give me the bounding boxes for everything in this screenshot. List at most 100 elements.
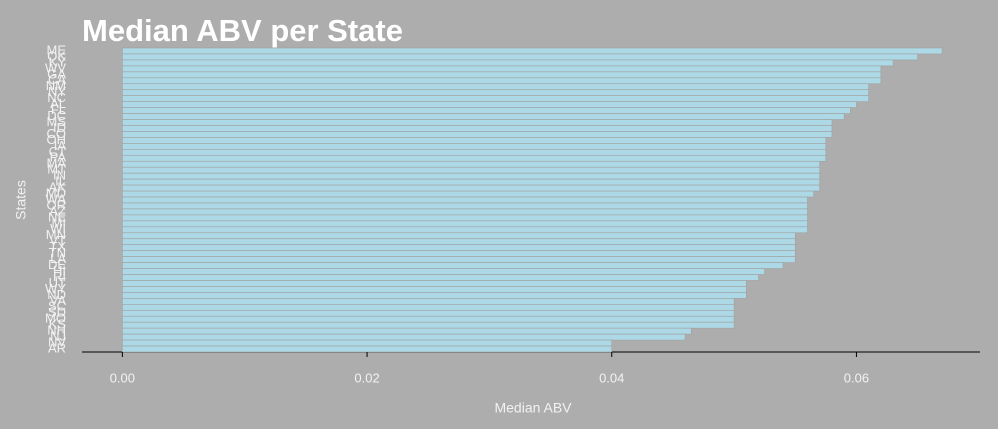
bar [122, 286, 747, 293]
bar [122, 208, 808, 216]
y-tick-label: VA [50, 293, 67, 308]
y-tick-label: UT [49, 275, 66, 290]
y-tick-label: NY [48, 84, 66, 99]
y-tick-label: TX [49, 239, 66, 254]
x-tick-label: 0.00 [110, 370, 135, 385]
bar [122, 149, 827, 156]
y-tick-label: MS [47, 114, 67, 129]
bar [122, 250, 796, 257]
y-tick-label: RI [53, 269, 66, 284]
bar [122, 226, 808, 234]
y-tick-label: SC [48, 299, 66, 314]
bar [122, 154, 827, 162]
y-tick-label: NE [48, 209, 66, 224]
bar [122, 178, 821, 186]
y-tick-label: OR [47, 197, 67, 212]
y-tick-label: AR [48, 340, 66, 355]
bar [122, 280, 747, 287]
bar [122, 101, 857, 108]
bar [122, 71, 882, 79]
y-tick-label: IA [54, 138, 67, 153]
y-tick-label: NH [47, 323, 66, 338]
bar [122, 59, 894, 67]
y-tick-label: SD [48, 305, 66, 320]
y-tick-label: WA [46, 191, 67, 206]
y-tick-label: MA [47, 156, 67, 171]
y-tick-label: ND [47, 287, 66, 302]
bar [122, 131, 833, 138]
bar [122, 333, 686, 341]
y-tick-label: DC [47, 108, 66, 123]
y-tick-label: CO [47, 126, 67, 141]
bar [122, 89, 869, 96]
y-tick-label: PA [50, 150, 67, 165]
bar [122, 202, 808, 210]
bar [122, 119, 833, 126]
x-tick-label: 0.06 [844, 370, 869, 385]
bar [122, 53, 918, 61]
y-tick-label: NM [46, 78, 66, 93]
bar [122, 113, 845, 120]
bar [122, 244, 796, 251]
bar [122, 184, 821, 192]
bar [122, 321, 735, 329]
bar [122, 143, 827, 150]
y-tick-label: NC [47, 90, 66, 105]
y-tick-label: MT [47, 162, 66, 177]
y-tick-label: MI [52, 215, 66, 230]
y-tick-label: ID [53, 120, 66, 135]
bar [122, 274, 759, 281]
y-tick-label: AK [49, 180, 67, 195]
y-tick-label: WV [45, 60, 66, 75]
bar [122, 160, 821, 168]
y-tick-label: HI [53, 263, 66, 278]
bar [122, 304, 735, 311]
y-tick-label: WI [50, 221, 66, 236]
bar [122, 83, 869, 91]
bar [122, 47, 943, 55]
y-tick-label: OK [47, 48, 66, 63]
x-tick-label: 0.04 [599, 370, 624, 385]
x-tick-label: 0.02 [354, 370, 379, 385]
y-tick-label: TN [49, 245, 66, 260]
bar [122, 214, 808, 222]
bar [122, 238, 796, 246]
x-axis-label: Median ABV [494, 400, 572, 416]
y-tick-label: MO [45, 311, 66, 326]
bar [122, 107, 851, 114]
bar [122, 232, 796, 240]
bar [122, 345, 613, 353]
y-tick-label: VT [49, 233, 66, 248]
y-tick-label: LA [50, 251, 66, 266]
y-tick-label: FL [51, 102, 66, 117]
bar [122, 292, 747, 299]
y-tick-label: IL [55, 174, 66, 189]
bar [122, 268, 765, 275]
y-tick-label: CA [48, 72, 66, 87]
bar [122, 327, 692, 335]
bar [122, 65, 882, 73]
y-tick-label: MD [46, 185, 66, 200]
y-tick-label: OH [47, 132, 67, 147]
y-tick-label: CT [49, 144, 66, 159]
y-tick-label: DE [48, 257, 66, 272]
bar [122, 95, 869, 102]
y-tick-label: MN [46, 227, 66, 242]
bar [122, 256, 796, 263]
y-tick-label: WY [45, 281, 66, 296]
bar [122, 220, 808, 228]
bar [122, 137, 827, 144]
y-tick-label: IN [53, 168, 66, 183]
y-tick-label: NV [48, 334, 66, 349]
bar [122, 125, 833, 132]
bar [122, 309, 735, 317]
bar [122, 77, 882, 85]
bar [122, 196, 808, 204]
y-tick-label: KY [49, 54, 67, 69]
bar [122, 315, 735, 323]
y-tick-label: NJ [50, 329, 66, 344]
bar [122, 298, 735, 305]
y-tick-label: AZ [49, 203, 66, 218]
bar [122, 172, 821, 180]
